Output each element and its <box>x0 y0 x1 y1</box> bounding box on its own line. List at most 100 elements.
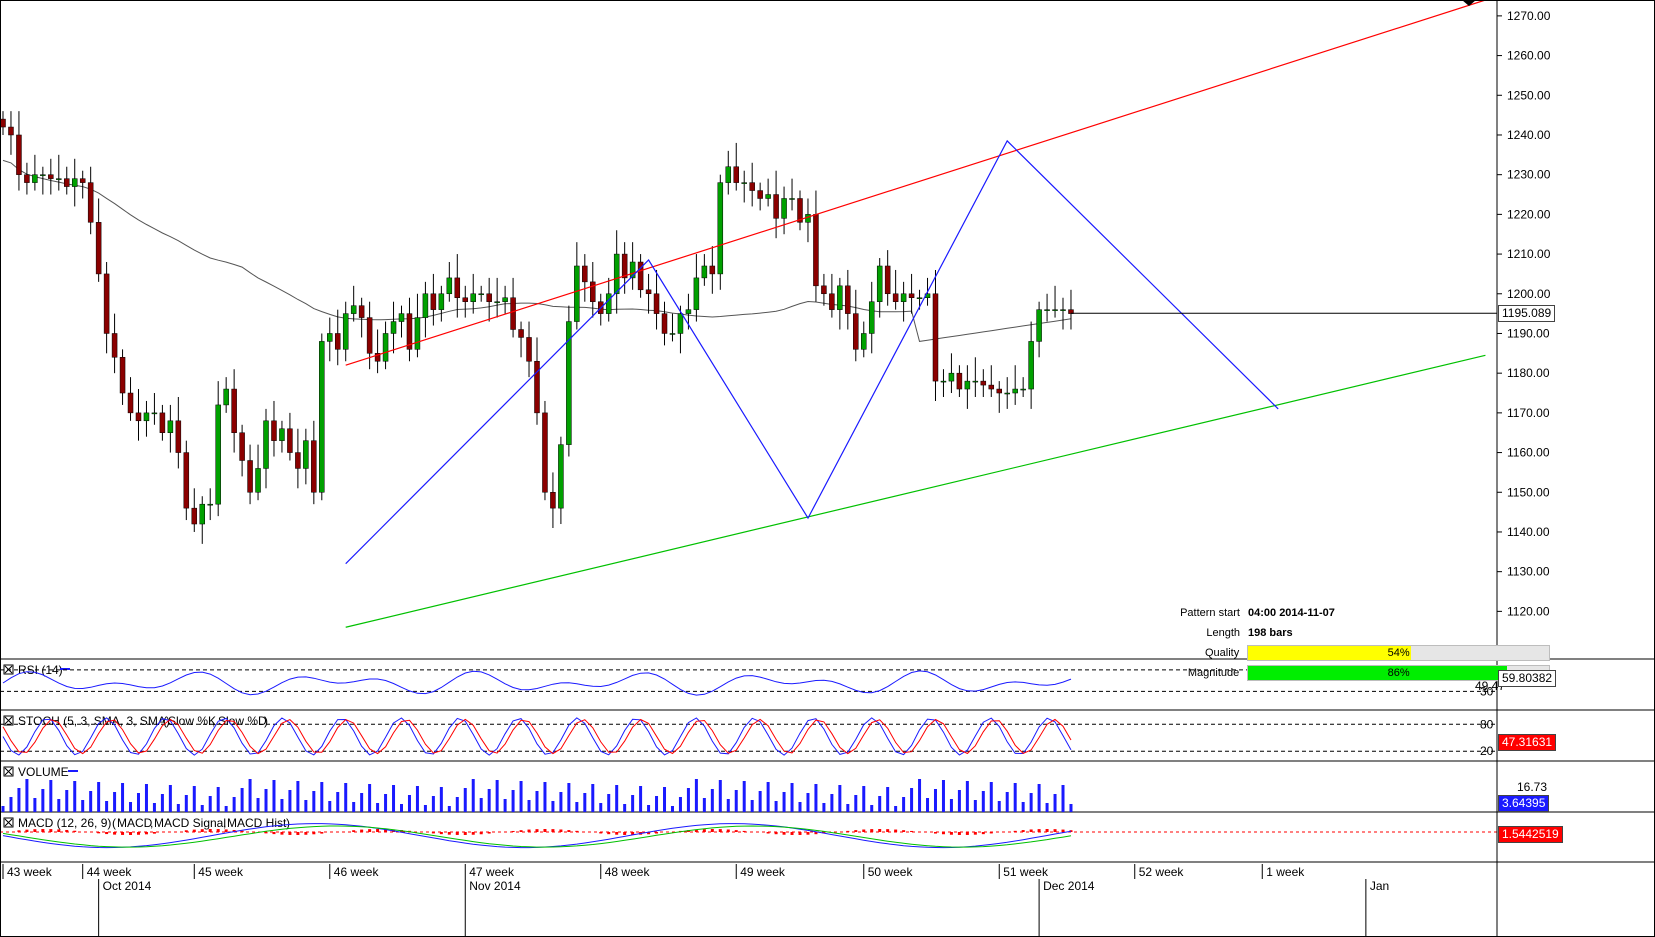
volume-bar <box>144 784 148 812</box>
macd-hist-bar <box>957 832 961 835</box>
macd-hist-bar <box>312 832 316 835</box>
resistance-line <box>345 0 1486 366</box>
macd-hist-bar <box>224 829 228 832</box>
macd-hist-bar <box>567 830 571 832</box>
volume-bar <box>105 801 109 812</box>
candle-body <box>135 412 142 422</box>
candle-body <box>247 460 253 493</box>
candle-body <box>71 178 78 187</box>
volume-bar <box>846 804 850 812</box>
volume-bar <box>113 792 117 812</box>
macd-label: MACD (12, 26, 9) <box>18 816 111 830</box>
volume-bar <box>599 803 603 812</box>
candle-body <box>390 321 397 334</box>
macd-hist-bar <box>742 830 746 832</box>
macd-hist-bar <box>766 832 770 834</box>
candle-body <box>757 190 763 199</box>
candle-body <box>0 118 6 128</box>
week-label: 47 week <box>469 865 515 879</box>
macd-hist-bar <box>113 832 117 835</box>
volume-bar <box>288 790 292 812</box>
volume-bar <box>766 782 770 812</box>
y-tick-label: 1160.00 <box>1507 446 1550 460</box>
macd-hist-bar <box>1037 829 1041 832</box>
macd-hist-bar <box>184 830 188 832</box>
volume-bar <box>495 780 499 812</box>
candle-body <box>319 341 325 493</box>
candle-body <box>111 333 118 358</box>
macd-hist-bar <box>280 832 284 835</box>
candle-body <box>1052 309 1058 311</box>
macd-hist-bar <box>1045 829 1049 832</box>
candle-body <box>87 182 94 223</box>
candle-body <box>900 293 907 302</box>
volume-bar <box>838 785 842 812</box>
volume-bar <box>152 803 156 812</box>
volume-bar <box>25 779 29 812</box>
volume-bar <box>296 781 300 812</box>
month-label: Jan <box>1370 879 1389 893</box>
candle-body <box>56 178 62 180</box>
candle-body <box>40 174 46 176</box>
candle-body <box>853 313 859 350</box>
volume-bar <box>384 794 388 812</box>
macd-hist-bar <box>1061 829 1065 832</box>
volume-bar <box>232 797 236 812</box>
stoch-level-label: 20 <box>1480 744 1494 758</box>
month-label: Nov 2014 <box>469 879 521 893</box>
macd-hist-bar <box>471 832 475 835</box>
month-label: Dec 2014 <box>1043 879 1095 893</box>
volume-bar <box>527 800 531 812</box>
macd-signal-label: MACD Signal <box>154 816 226 830</box>
candle-body <box>988 384 995 390</box>
candle-body <box>868 301 875 334</box>
macd-hist-bar <box>870 829 874 832</box>
rsi-label: RSI (14) <box>18 663 63 677</box>
candle-body <box>765 194 771 199</box>
macd-hist-bar <box>384 829 388 832</box>
macd-hist-bar <box>455 832 459 835</box>
volume-bar <box>686 788 690 812</box>
candle-body <box>1036 309 1042 342</box>
candle-body <box>741 182 747 184</box>
candle-body <box>207 503 213 506</box>
candle-body <box>95 222 102 275</box>
week-label: 52 week <box>1139 865 1185 879</box>
candle-body <box>566 321 572 445</box>
candle-body <box>1028 341 1034 390</box>
candle-body <box>438 293 445 310</box>
y-tick-label: 1130.00 <box>1507 565 1550 579</box>
week-label: 48 week <box>605 865 651 879</box>
volume-bar <box>607 794 611 812</box>
candle-body <box>661 313 668 334</box>
candle-body <box>454 277 461 298</box>
volume-bar <box>862 786 866 812</box>
volume-bar <box>718 780 722 812</box>
macd-hist-bar <box>981 832 985 835</box>
candle-body <box>79 178 86 183</box>
stoch-paren-open: ( <box>163 714 167 728</box>
week-label: 49 week <box>740 865 786 879</box>
candle-body <box>199 503 205 525</box>
stoch-level-label: 80 <box>1480 717 1494 731</box>
macd-hist-bar <box>152 832 156 834</box>
candle-body <box>478 293 484 296</box>
macd-hist-bar <box>726 829 730 832</box>
volume-bar <box>487 789 491 812</box>
candle-body <box>430 293 437 310</box>
macd-hist-bar <box>734 830 738 832</box>
volume-bar <box>73 781 77 812</box>
pattern-start-value: 04:00 2014-11-07 <box>1248 607 1335 619</box>
candle-body <box>526 337 532 362</box>
candle-body <box>502 297 508 302</box>
candle-body <box>861 333 867 350</box>
candle-body <box>605 293 612 314</box>
y-tick-label: 1170.00 <box>1507 406 1550 420</box>
volume-bar <box>129 802 133 812</box>
candle-body <box>191 507 198 525</box>
y-tick-label: 1250.00 <box>1507 88 1551 102</box>
candle-body <box>725 166 732 183</box>
volume-bar <box>902 797 906 812</box>
macd-hist-bar <box>965 832 969 835</box>
volume-bar <box>224 806 228 812</box>
